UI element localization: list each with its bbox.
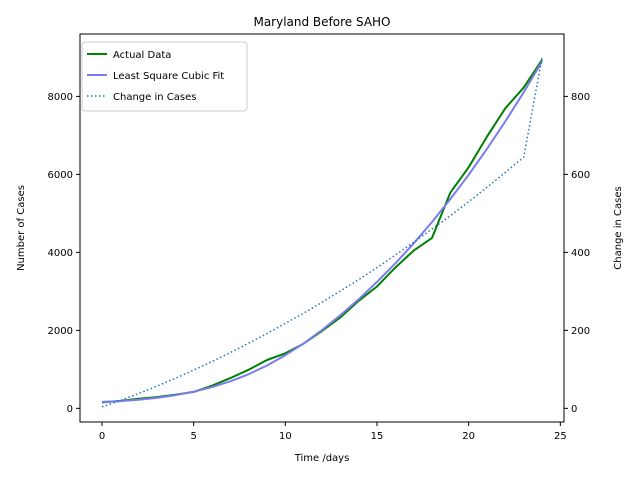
legend-label-change-in-cases: Change in Cases <box>113 92 196 103</box>
y2-tick-label: 800 <box>571 92 590 103</box>
y2-tick-label: 400 <box>571 248 590 259</box>
x-axis-ticks: 0 5 10 15 20 25 <box>99 422 567 442</box>
x-tick-label: 5 <box>190 431 196 442</box>
x-tick-label: 25 <box>554 431 567 442</box>
y2-axis-ticks: 0 200 400 600 800 <box>564 92 590 415</box>
y-tick-label: 2000 <box>48 326 73 337</box>
x-tick-label: 20 <box>462 431 475 442</box>
legend-label-cubic-fit: Least Square Cubic Fit <box>113 71 224 82</box>
legend: Actual Data Least Square Cubic Fit Chang… <box>81 41 248 112</box>
y2-tick-label: 600 <box>571 170 590 181</box>
y-axis-label: Number of Cases <box>16 185 27 271</box>
y2-tick-label: 200 <box>571 326 590 337</box>
y-tick-label: 8000 <box>48 92 73 103</box>
y-tick-label: 4000 <box>48 248 73 259</box>
chart-title: Maryland Before SAHO <box>253 15 390 29</box>
legend-label-actual-data: Actual Data <box>113 50 171 61</box>
series-line-least-square-cubic-fit <box>101 60 543 403</box>
x-axis-label: Time /days <box>294 453 350 464</box>
y2-axis-label: Change in Cases <box>613 186 624 269</box>
series-line-change-in-cases <box>101 57 543 408</box>
y2-tick-label: 0 <box>571 404 577 415</box>
x-tick-label: 0 <box>99 431 105 442</box>
legend-box <box>81 41 248 112</box>
series-layer <box>101 57 543 408</box>
y-tick-label: 6000 <box>48 170 73 181</box>
x-tick-label: 15 <box>371 431 384 442</box>
x-tick-label: 10 <box>279 431 292 442</box>
y-axis-ticks: 0 2000 4000 6000 8000 <box>48 92 80 415</box>
y-tick-label: 0 <box>67 404 73 415</box>
plot-area-frame <box>79 33 565 423</box>
